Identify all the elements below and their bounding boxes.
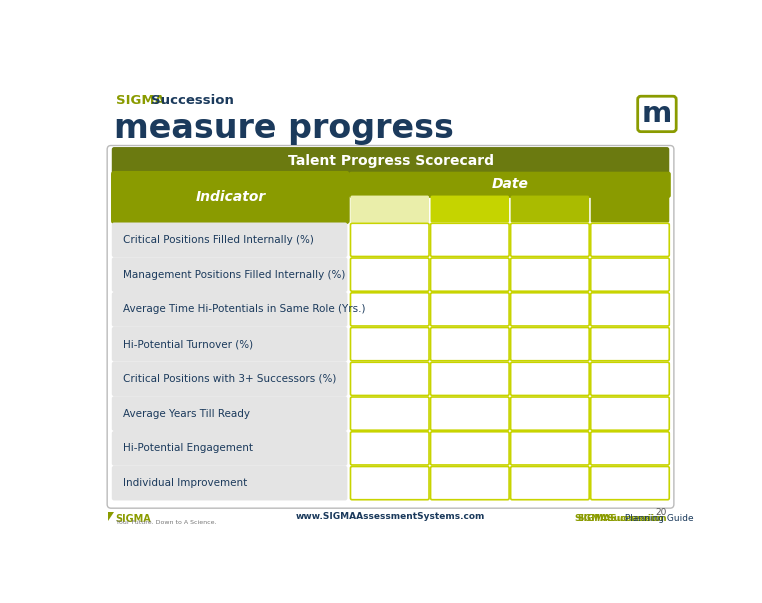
- FancyBboxPatch shape: [351, 293, 429, 326]
- FancyBboxPatch shape: [511, 327, 589, 361]
- FancyBboxPatch shape: [351, 195, 429, 223]
- FancyBboxPatch shape: [591, 432, 669, 465]
- Text: m: m: [642, 100, 672, 128]
- FancyBboxPatch shape: [111, 171, 350, 224]
- Text: Talent Progress Scorecard: Talent Progress Scorecard: [287, 154, 494, 168]
- FancyBboxPatch shape: [351, 258, 429, 291]
- Text: measure progress: measure progress: [114, 112, 454, 145]
- FancyBboxPatch shape: [351, 432, 429, 465]
- Text: Date: Date: [491, 177, 528, 191]
- Text: Average Time Hi-Potentials in Same Role (Yrs.): Average Time Hi-Potentials in Same Role …: [123, 305, 366, 314]
- Text: Indicator: Indicator: [195, 191, 265, 204]
- Text: Hi-Potential Engagement: Hi-Potential Engagement: [123, 443, 253, 453]
- FancyBboxPatch shape: [431, 362, 509, 396]
- FancyBboxPatch shape: [638, 96, 676, 131]
- Text: Planning Guide: Planning Guide: [623, 514, 694, 523]
- FancyBboxPatch shape: [511, 397, 589, 430]
- FancyBboxPatch shape: [107, 145, 674, 508]
- FancyBboxPatch shape: [112, 466, 347, 500]
- Text: Critical Positions with 3+ Successors (%): Critical Positions with 3+ Successors (%…: [123, 374, 337, 384]
- FancyBboxPatch shape: [431, 397, 509, 430]
- FancyBboxPatch shape: [511, 293, 589, 326]
- FancyBboxPatch shape: [351, 397, 429, 430]
- Text: SIGMA: SIGMA: [116, 514, 152, 523]
- FancyBboxPatch shape: [112, 223, 347, 257]
- FancyBboxPatch shape: [591, 223, 669, 256]
- FancyBboxPatch shape: [431, 195, 509, 223]
- FancyBboxPatch shape: [112, 361, 347, 396]
- FancyBboxPatch shape: [511, 432, 589, 465]
- FancyBboxPatch shape: [431, 293, 509, 326]
- FancyBboxPatch shape: [431, 223, 509, 256]
- FancyBboxPatch shape: [591, 397, 669, 430]
- FancyBboxPatch shape: [591, 293, 669, 326]
- FancyBboxPatch shape: [511, 195, 589, 223]
- FancyBboxPatch shape: [511, 223, 589, 256]
- FancyBboxPatch shape: [349, 172, 671, 198]
- FancyBboxPatch shape: [591, 258, 669, 291]
- Text: Hi-Potential Turnover (%): Hi-Potential Turnover (%): [123, 339, 254, 349]
- FancyBboxPatch shape: [112, 396, 347, 431]
- Text: SIGMASuccession: SIGMASuccession: [578, 514, 667, 523]
- Text: Average Years Till Ready: Average Years Till Ready: [123, 409, 251, 418]
- FancyBboxPatch shape: [351, 223, 429, 256]
- FancyBboxPatch shape: [112, 147, 669, 175]
- FancyBboxPatch shape: [431, 258, 509, 291]
- FancyBboxPatch shape: [511, 362, 589, 396]
- Text: SIGMA: SIGMA: [116, 94, 165, 107]
- FancyBboxPatch shape: [351, 362, 429, 396]
- Text: Succession: Succession: [151, 94, 234, 107]
- FancyBboxPatch shape: [112, 327, 347, 361]
- Text: Individual Improvement: Individual Improvement: [123, 478, 248, 488]
- FancyBboxPatch shape: [112, 257, 347, 292]
- Text: Your Future. Down to A Science.: Your Future. Down to A Science.: [116, 520, 216, 525]
- Text: www.SIGMAAssessmentSystems.com: www.SIGMAAssessmentSystems.com: [296, 512, 485, 521]
- FancyBboxPatch shape: [112, 431, 347, 466]
- FancyBboxPatch shape: [431, 432, 509, 465]
- FancyBboxPatch shape: [511, 258, 589, 291]
- FancyBboxPatch shape: [591, 362, 669, 396]
- FancyBboxPatch shape: [351, 467, 429, 500]
- FancyBboxPatch shape: [112, 292, 347, 327]
- Text: 20: 20: [655, 508, 667, 517]
- Text: Critical Positions Filled Internally (%): Critical Positions Filled Internally (%): [123, 235, 314, 245]
- FancyBboxPatch shape: [351, 327, 429, 361]
- FancyBboxPatch shape: [591, 327, 669, 361]
- FancyBboxPatch shape: [591, 195, 669, 223]
- Text: SIGMASuccession: SIGMASuccession: [575, 514, 664, 523]
- Text: Management Positions Filled Internally (%): Management Positions Filled Internally (…: [123, 270, 346, 280]
- Polygon shape: [108, 512, 114, 521]
- FancyBboxPatch shape: [591, 467, 669, 500]
- FancyBboxPatch shape: [431, 467, 509, 500]
- FancyBboxPatch shape: [431, 327, 509, 361]
- FancyBboxPatch shape: [511, 467, 589, 500]
